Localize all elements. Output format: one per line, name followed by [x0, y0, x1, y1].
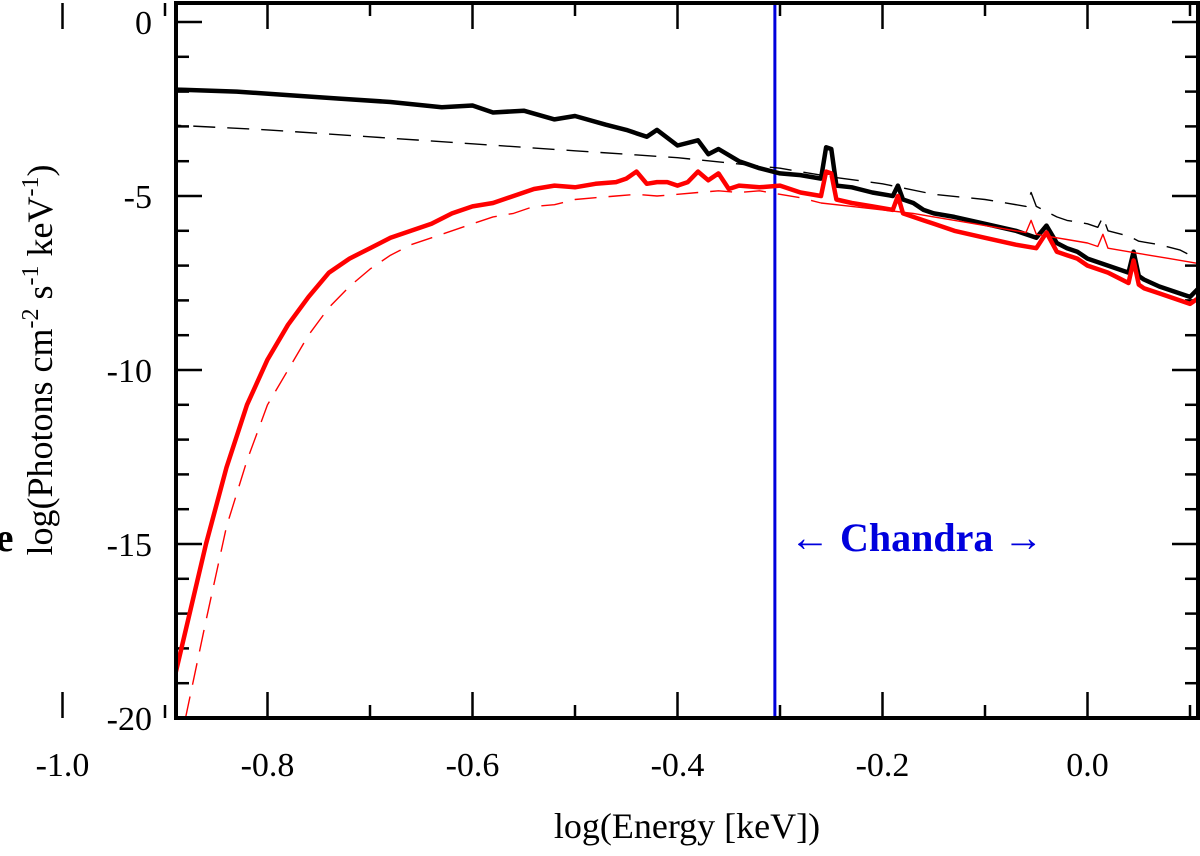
plot-frame — [174, 1, 1200, 720]
axis-ticks — [61, 3, 1198, 720]
x-tick-label: -1.0 — [36, 747, 90, 784]
x-tick-label: -0.6 — [446, 747, 500, 784]
series-line-2 — [176, 124, 1198, 259]
x-tick-label: -0.4 — [651, 747, 705, 784]
series-line-4 — [184, 190, 822, 718]
y-title-part: ) — [20, 164, 60, 176]
x-tick-label: -0.8 — [241, 747, 295, 784]
x-tick-label: 0.0 — [1066, 747, 1109, 784]
tick-labels: -1.2-1.0-0.8-0.6-0.4-0.20.00-5-10-15-20 — [36, 5, 1109, 784]
annotations: ← HeII edge ← Chandra → — [0, 515, 1043, 560]
y-tick-label: -20 — [107, 701, 152, 738]
y-title-superscript: -1 — [18, 176, 44, 196]
heii-edge-label: ← HeII edge — [0, 515, 14, 560]
y-tick-label: -5 — [124, 179, 152, 216]
vertical-markers — [773, 3, 777, 718]
series-line-1 — [176, 87, 1198, 300]
series-line-5 — [820, 202, 1198, 265]
chandra-label: ← Chandra → — [790, 515, 1043, 560]
y-tick-label: -10 — [107, 353, 152, 390]
series-layer — [176, 87, 1198, 718]
y-title-superscript: -1 — [18, 265, 44, 285]
x-tick-label: -0.2 — [856, 747, 910, 784]
y-title-part: log(Photons cm — [20, 328, 60, 555]
y-title-part: keV — [20, 196, 60, 265]
y-title-superscript: -2 — [18, 308, 44, 328]
series-line-3 — [176, 169, 1198, 682]
x-axis-title: log(Energy [keV]) — [554, 806, 820, 846]
y-tick-label: 0 — [135, 5, 152, 42]
y-tick-label: -15 — [107, 527, 152, 564]
y-axis-title: log(Photons cm-2 s-1 keV-1) — [18, 164, 60, 555]
y-title-part: s — [20, 285, 60, 308]
